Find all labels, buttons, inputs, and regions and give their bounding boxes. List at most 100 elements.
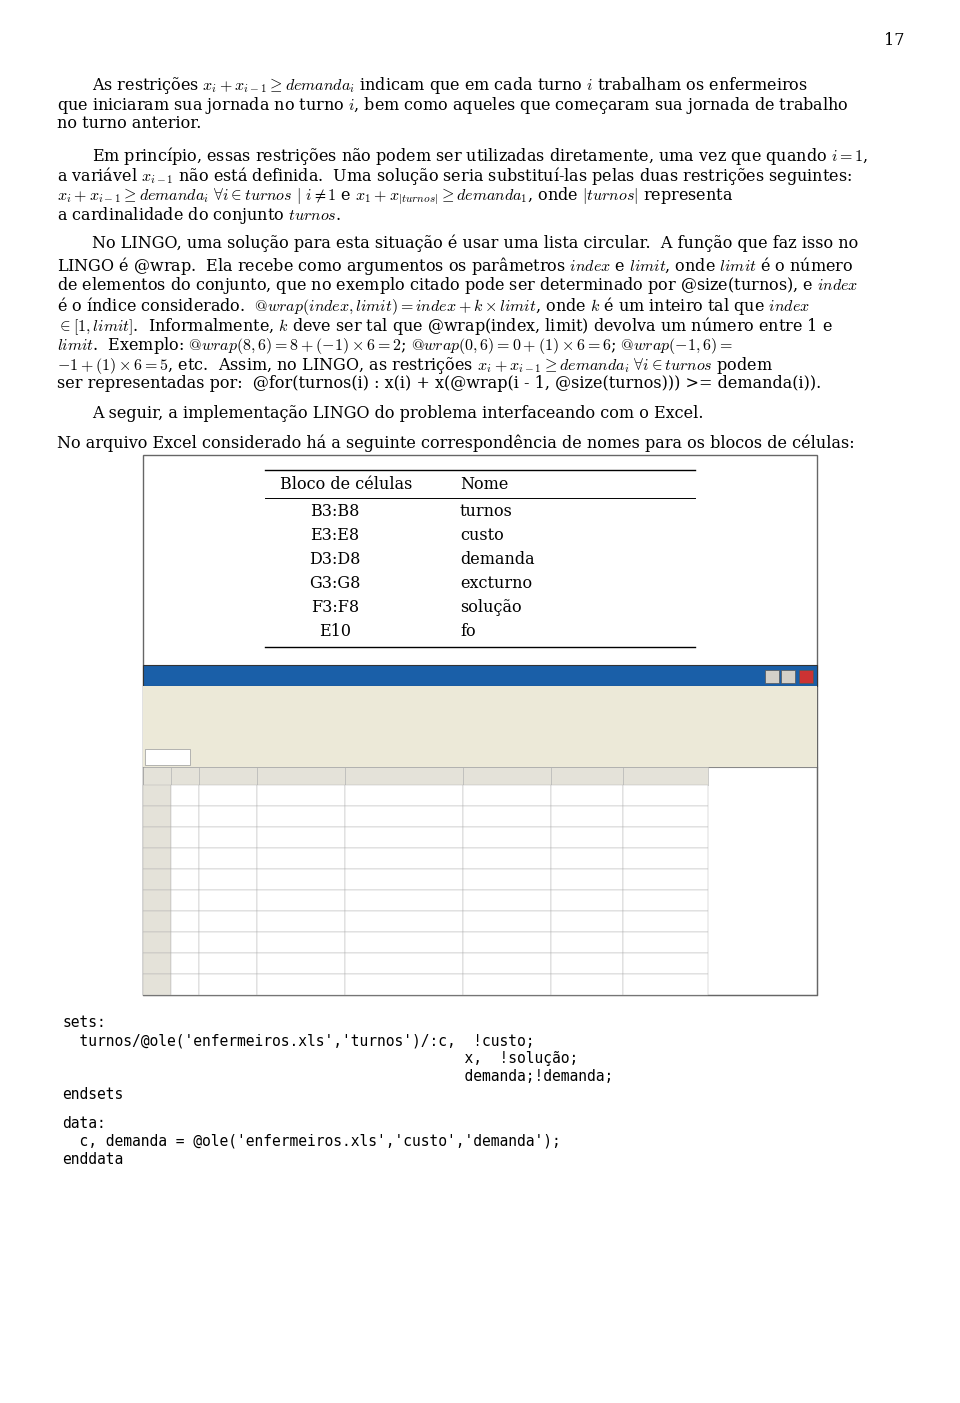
Text: 24 às 04: 24 às 04 <box>198 915 258 927</box>
Text: data:: data: <box>62 1115 106 1131</box>
Text: Em princípio, essas restrições não podem ser utilizadas diretamente, uma vez que: Em princípio, essas restrições não podem… <box>92 145 868 167</box>
Text: solução: solução <box>460 599 521 616</box>
Text: B: B <box>225 772 231 781</box>
Text: E: E <box>503 772 511 781</box>
Text: B3:B8: B3:B8 <box>310 504 360 521</box>
Text: Horários: Horários <box>271 810 331 824</box>
Text: no turno anterior.: no turno anterior. <box>57 115 202 132</box>
Text: As restrições $x_i + x_{i-1} \geq demanda_i$ indicam que em cada turno $i$ traba: As restrições $x_i + x_{i-1} \geq demand… <box>92 74 808 95</box>
Text: 3: 3 <box>154 832 160 842</box>
Text: $-1 + (1) \times 6 = 5$, etc.  Assim, no LINGO, as restrições $x_i + x_{i-1} \ge: $-1 + (1) \times 6 = 5$, etc. Assim, no … <box>57 355 773 376</box>
Text: 5: 5 <box>154 874 160 884</box>
Text: No arquivo Excel considerado há a seguinte correspondência de nomes para os bloc: No arquivo Excel considerado há a seguin… <box>57 435 854 453</box>
Text: 800: 800 <box>392 852 416 866</box>
Text: 51: 51 <box>293 831 309 845</box>
Text: custo: custo <box>460 528 504 544</box>
Text: é o índice considerado.  $@wrap(index, limit) = index + k \times limit$, onde $k: é o índice considerado. $@wrap(index, li… <box>57 295 810 317</box>
Text: $\in [1, limit]$.  Informalmente, $k$ deve ser tal que @wrap(index, limit) devol: $\in [1, limit]$. Informalmente, $k$ dev… <box>57 316 832 337</box>
Text: A: A <box>181 772 189 781</box>
Text: excturno: excturno <box>460 575 532 592</box>
Text: Custo Total = 125200: Custo Total = 125200 <box>373 978 523 991</box>
Text: 04 às 08: 04 às 08 <box>199 936 257 948</box>
Text: 1: 1 <box>181 831 189 845</box>
Text: Enfermeiros: Enfermeiros <box>361 810 446 824</box>
Text: 19: 19 <box>499 915 515 927</box>
Text: 51: 51 <box>499 831 515 845</box>
Text: 20 às 24: 20 às 24 <box>198 894 258 906</box>
Text: Bloco de células: Bloco de células <box>280 476 413 492</box>
Text: 19: 19 <box>293 936 309 948</box>
Text: 2: 2 <box>154 811 160 822</box>
Text: LINGO é @wrap.  Ela recebe como argumentos os parâmetros $index$ e $limit$, onde: LINGO é @wrap. Ela recebe como argumento… <box>57 255 853 276</box>
Text: G: G <box>661 772 670 781</box>
Text: No LINGO, uma solução para esta situação é usar uma lista circular.  A função qu: No LINGO, uma solução para esta situação… <box>92 234 858 253</box>
Text: $x_i + x_{i-1} \geq demanda_i$ $\forall i \in turnos$ $|$ $i \neq 1$ e $x_1 + x_: $x_i + x_{i-1} \geq demanda_i$ $\forall … <box>57 185 733 206</box>
Text: Solução: Solução <box>560 810 614 824</box>
Text: 3: 3 <box>181 873 189 887</box>
Text: enddata: enddata <box>62 1152 123 1167</box>
Text: Custo: Custo <box>487 810 527 824</box>
Text: Turnos: Turnos <box>204 810 252 824</box>
Text: 900: 900 <box>392 936 416 948</box>
Bar <box>143 455 817 995</box>
Text: C: C <box>298 772 305 781</box>
Text: 0: 0 <box>583 831 591 845</box>
Text: 62: 62 <box>293 873 309 887</box>
Text: A seguir, a implementação LINGO do problema interfaceando com o Excel.: A seguir, a implementação LINGO do probl… <box>92 405 704 422</box>
Text: ExcTurno: ExcTurno <box>634 810 697 824</box>
Text: 9: 9 <box>154 958 160 968</box>
Text: 0: 0 <box>583 894 591 906</box>
Text: ser representadas por:  @for(turnos(i) : x(i) + x(@wrap(i - 1, @size(turnos))) >: ser representadas por: @for(turnos(i) : … <box>57 375 821 391</box>
Text: 0: 0 <box>583 852 591 866</box>
Text: 34: 34 <box>499 852 515 866</box>
Text: 16 às 20: 16 às 20 <box>199 873 257 887</box>
Text: A19: A19 <box>156 752 178 762</box>
Text: 12 às 16: 12 às 16 <box>199 852 257 866</box>
Text: F: F <box>584 772 590 781</box>
Text: turnos: turnos <box>460 504 513 521</box>
Text: 0: 0 <box>503 936 511 948</box>
Text: a variável $x_{i-1}$ não está definida.  Uma solução seria substituí-las pelas d: a variável $x_{i-1}$ não está definida. … <box>57 166 852 187</box>
Text: demanda;!demanda;: demanda;!demanda; <box>62 1069 613 1085</box>
Text: F3:F8: F3:F8 <box>311 599 359 616</box>
Text: $limit$.  Exemplo: $@wrap(8, 6) = 8 + (-1) \times 6 = 2$; $@wrap(0, 6) = 0 + (1): $limit$. Exemplo: $@wrap(8, 6) = 8 + (-1… <box>57 335 732 356</box>
Text: sets:: sets: <box>62 1014 106 1030</box>
Text: D3:D8: D3:D8 <box>309 551 361 568</box>
Text: 1000: 1000 <box>388 915 420 927</box>
Text: 41: 41 <box>293 894 309 906</box>
Text: 32: 32 <box>293 915 309 927</box>
Text: 800: 800 <box>392 831 416 845</box>
Text: x,  !solução;: x, !solução; <box>62 1051 578 1066</box>
Text: 58: 58 <box>293 852 309 866</box>
Text: 0: 0 <box>583 915 591 927</box>
Text: Microsoft Excel - enfermeiros.xls: Microsoft Excel - enfermeiros.xls <box>371 669 589 682</box>
Text: 1: 1 <box>154 790 160 801</box>
Text: 900: 900 <box>392 873 416 887</box>
Text: 5: 5 <box>181 915 189 927</box>
Text: 1000: 1000 <box>388 894 420 906</box>
Text: endsets: endsets <box>62 1087 123 1101</box>
Text: 08 às 12: 08 às 12 <box>199 831 257 845</box>
Text: turnos/@ole('enfermeiros.xls','turnos')/:c,  !custo;: turnos/@ole('enfermeiros.xls','turnos')/… <box>62 1033 535 1048</box>
Text: Arquivo  Editar  Exibir  Inserir  Formatar  Ferramentas  Dados  Janela  Ajuda: Arquivo Editar Exibir Inserir Formatar F… <box>148 689 517 700</box>
Text: 17: 17 <box>884 32 905 49</box>
Text: 0: 0 <box>583 936 591 948</box>
Text: G3:G8: G3:G8 <box>309 575 361 592</box>
Text: 13: 13 <box>499 894 515 906</box>
Text: demanda: demanda <box>460 551 535 568</box>
Text: que iniciaram sua jornada no turno $i$, bem como aqueles que começaram sua jorna: que iniciaram sua jornada no turno $i$, … <box>57 95 849 116</box>
Text: a cardinalidade do conjunto $turnos$.: a cardinalidade do conjunto $turnos$. <box>57 205 341 226</box>
Text: 28: 28 <box>499 873 515 887</box>
Text: E10: E10 <box>319 623 351 640</box>
Text: 4: 4 <box>154 853 160 863</box>
Text: Nome: Nome <box>460 476 509 492</box>
Text: E3:E8: E3:E8 <box>310 528 360 544</box>
Text: 6: 6 <box>181 936 189 948</box>
Text: 0: 0 <box>583 873 591 887</box>
Text: 10: 10 <box>150 979 164 989</box>
Text: 6: 6 <box>154 895 160 905</box>
Text: 7: 7 <box>154 916 160 926</box>
Text: fx: fx <box>205 752 216 762</box>
Text: 8: 8 <box>154 937 160 947</box>
Text: de elementos do conjunto, que no exemplo citado pode ser determinado por @size(t: de elementos do conjunto, que no exemplo… <box>57 275 858 296</box>
